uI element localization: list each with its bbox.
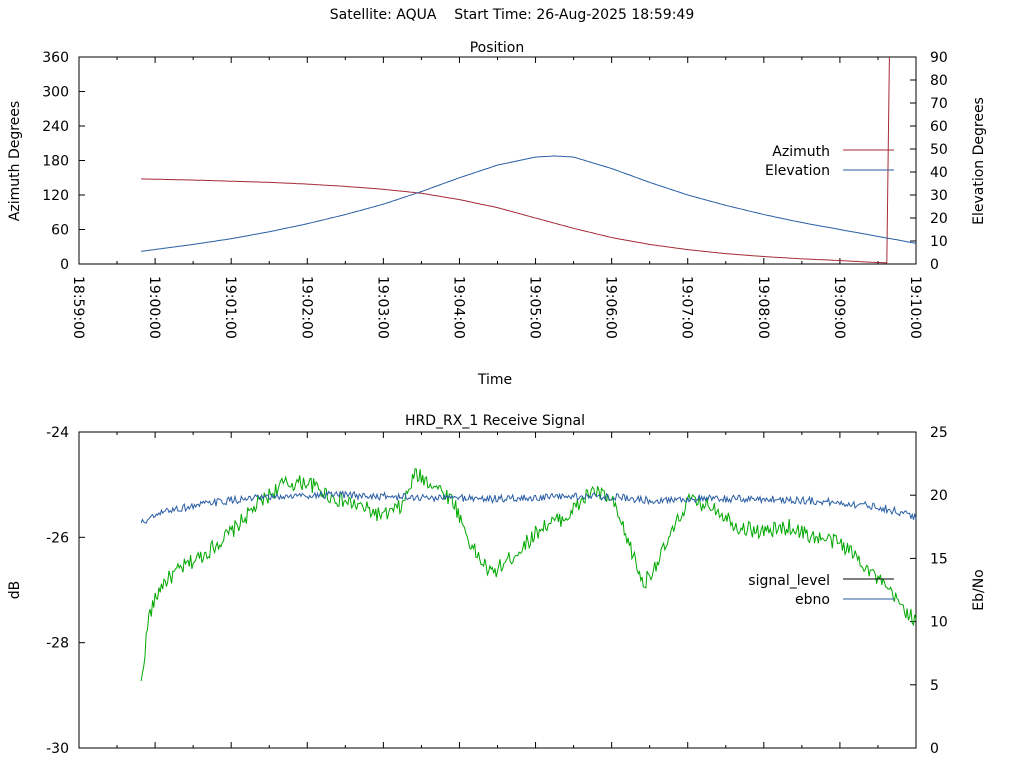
plot-frame bbox=[78, 56, 917, 265]
signal-y2-axis-label: Eb/No bbox=[971, 569, 987, 611]
y-tick-label: -26 bbox=[46, 530, 69, 546]
legend-elevation-label: Elevation bbox=[765, 163, 830, 179]
x-tick-label: 19:03:00 bbox=[374, 276, 390, 339]
y2-tick-label: 60 bbox=[930, 119, 948, 135]
y-tick-label: 360 bbox=[42, 50, 69, 66]
legend-ebno-label: ebno bbox=[795, 592, 830, 608]
y2-tick-label: 10 bbox=[930, 615, 948, 631]
series-line-ebno bbox=[140, 490, 917, 524]
y-tick-label: -24 bbox=[46, 425, 69, 441]
y2-tick-label: 30 bbox=[930, 188, 948, 204]
x-tick-label: 19:07:00 bbox=[679, 276, 695, 339]
y-tick-label: 120 bbox=[42, 188, 69, 204]
x-tick-label: 19:01:00 bbox=[222, 276, 238, 339]
legend-signal-level-label: signal_level bbox=[748, 573, 830, 589]
y2-tick-label: 20 bbox=[930, 211, 948, 227]
position-y2-axis-label: Elevation Degrees bbox=[971, 97, 987, 225]
signal-series bbox=[140, 468, 917, 682]
signal-legend: signal_level ebno bbox=[748, 573, 894, 608]
y2-tick-label: 0 bbox=[930, 257, 939, 273]
x-tick-label: 19:08:00 bbox=[755, 276, 771, 339]
y2-tick-label: 90 bbox=[930, 50, 948, 66]
y-tick-label: 0 bbox=[60, 257, 69, 273]
satellite-label: Satellite: AQUA bbox=[329, 7, 437, 23]
series-line-elevation bbox=[141, 155, 917, 252]
y2-tick-label: 10 bbox=[930, 234, 948, 250]
y-tick-label: 60 bbox=[51, 223, 69, 239]
y2-tick-label: 5 bbox=[930, 678, 939, 694]
legend-azimuth-label: Azimuth bbox=[772, 144, 830, 160]
y2-tick-label: 80 bbox=[930, 73, 948, 89]
position-axes: 18:59:00 19:00:00 19:01:00 19:02:00 19:03:00… bbox=[42, 50, 948, 339]
position-y-axis-label: Azimuth Degrees bbox=[7, 101, 23, 221]
y2-tick-label: 50 bbox=[930, 142, 948, 158]
signal-chart-title: HRD_RX_1 Receive Signal bbox=[405, 413, 585, 429]
x-tick-label: 18:59:00 bbox=[70, 276, 86, 339]
position-x-axis-label: Time bbox=[477, 372, 512, 388]
y-tick-label: -28 bbox=[46, 636, 69, 652]
x-tick-label: 19:09:00 bbox=[831, 276, 847, 339]
y2-tick-label: 20 bbox=[930, 488, 948, 504]
series-line-signal-level bbox=[140, 468, 917, 682]
signal-chart: HRD_RX_1 Receive Signal -30 -28 -26 -24 0 5 10… bbox=[7, 413, 987, 757]
position-chart-title: Position bbox=[470, 40, 525, 56]
y-tick-label: 240 bbox=[42, 119, 69, 135]
y-tick-label: 300 bbox=[42, 85, 69, 101]
x-tick-label: 19:02:00 bbox=[298, 276, 314, 339]
main-title: Satellite: AQUA Start Time: 26-Aug-2025 … bbox=[0, 7, 1024, 23]
signal-axes: -30 -28 -26 -24 0 5 10 15 20 25 bbox=[46, 425, 948, 757]
x-tick-label: 19:00:00 bbox=[146, 276, 162, 339]
signal-y-axis-label: dB bbox=[7, 581, 23, 600]
y2-tick-label: 40 bbox=[930, 165, 948, 181]
x-tick-label: 19:05:00 bbox=[527, 276, 543, 339]
y2-tick-label: 15 bbox=[930, 551, 948, 567]
position-series bbox=[141, 56, 917, 264]
position-chart: Position 18:59:00 19:00:00 19:01:00 19:02:0… bbox=[7, 40, 987, 388]
x-tick-label: 19:04:00 bbox=[450, 276, 466, 339]
plot-frame bbox=[78, 431, 917, 749]
position-legend: Azimuth Elevation bbox=[765, 144, 894, 179]
y-tick-label: -30 bbox=[46, 741, 69, 757]
series-line-azimuth bbox=[141, 56, 890, 264]
y2-tick-label: 0 bbox=[930, 741, 939, 757]
x-tick-label: 19:06:00 bbox=[603, 276, 619, 339]
x-tick-label: 19:10:00 bbox=[907, 276, 923, 339]
y-tick-label: 180 bbox=[42, 154, 69, 170]
y2-tick-label: 70 bbox=[930, 96, 948, 112]
y2-tick-label: 25 bbox=[930, 425, 948, 441]
start-time-label: Start Time: 26-Aug-2025 18:59:49 bbox=[454, 7, 695, 23]
